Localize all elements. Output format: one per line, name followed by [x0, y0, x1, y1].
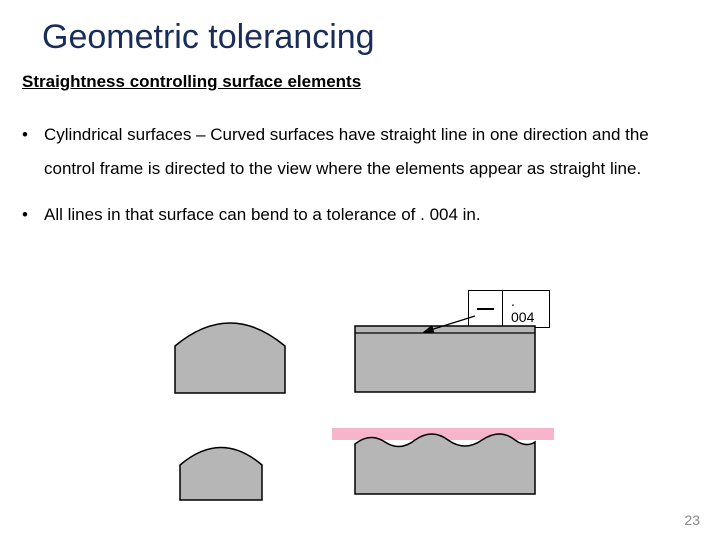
slide-subtitle: Straightness controlling surface element… [22, 72, 361, 92]
list-item: • All lines in that surface can bend to … [22, 198, 690, 232]
list-item: • Cylindrical surfaces – Curved surfaces… [22, 118, 690, 186]
bullet-text: Cylindrical surfaces – Curved surfaces h… [44, 118, 690, 186]
straightness-symbol-cell [469, 291, 503, 327]
cylinder-side-view-top [175, 323, 285, 393]
page-number: 23 [684, 512, 700, 528]
slide-title: Geometric tolerancing [42, 18, 375, 57]
bullet-marker: • [22, 198, 44, 232]
feature-control-frame: . 004 [468, 290, 550, 328]
cylinder-front-view-wavy [355, 434, 535, 494]
bullet-text: All lines in that surface can bend to a … [44, 198, 690, 232]
bullet-list: • Cylindrical surfaces – Curved surfaces… [22, 118, 690, 244]
tolerance-zone-band [332, 428, 554, 440]
tolerance-value: . 004 [503, 291, 549, 327]
straightness-icon [477, 308, 494, 310]
bullet-marker: • [22, 118, 44, 186]
cylinder-front-view-top [355, 326, 535, 392]
cylinder-side-view-bottom [180, 448, 262, 501]
